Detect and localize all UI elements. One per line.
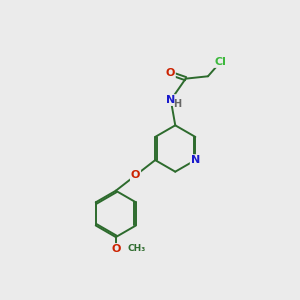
Text: Cl: Cl	[214, 57, 226, 67]
Text: N: N	[191, 155, 200, 165]
Text: O: O	[131, 170, 140, 180]
Text: N: N	[166, 95, 176, 105]
Text: O: O	[166, 68, 175, 78]
Text: O: O	[111, 244, 121, 254]
Text: CH₃: CH₃	[127, 244, 146, 253]
Text: H: H	[173, 99, 181, 109]
